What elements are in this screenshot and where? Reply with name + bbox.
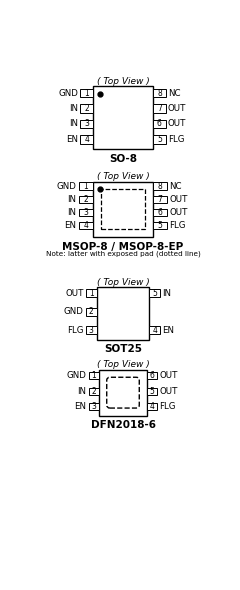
Text: OUT: OUT bbox=[159, 386, 178, 396]
Bar bbox=[80, 120, 93, 128]
Bar bbox=[86, 308, 97, 316]
Text: EN: EN bbox=[65, 221, 77, 230]
Bar bbox=[153, 209, 167, 217]
Bar bbox=[80, 104, 93, 113]
Text: SO-8: SO-8 bbox=[109, 154, 137, 164]
Text: FLG: FLG bbox=[169, 221, 186, 230]
Text: OUT: OUT bbox=[169, 208, 188, 217]
Bar bbox=[86, 326, 97, 334]
Bar bbox=[89, 403, 99, 410]
Text: NC: NC bbox=[168, 88, 180, 97]
Text: IN: IN bbox=[69, 104, 78, 113]
Bar bbox=[86, 290, 97, 297]
Text: 2: 2 bbox=[84, 195, 88, 204]
Text: ( Top View ): ( Top View ) bbox=[97, 360, 149, 369]
Text: 3: 3 bbox=[91, 402, 96, 411]
Bar bbox=[149, 290, 160, 297]
Text: GND: GND bbox=[57, 182, 77, 191]
Text: GND: GND bbox=[64, 307, 84, 316]
Bar bbox=[153, 89, 166, 97]
Text: 2: 2 bbox=[89, 307, 94, 316]
Bar bbox=[79, 195, 93, 203]
Text: 4: 4 bbox=[84, 135, 89, 144]
Bar bbox=[79, 182, 93, 190]
Text: 2: 2 bbox=[92, 386, 96, 396]
Text: IN: IN bbox=[78, 386, 87, 396]
Bar bbox=[153, 195, 167, 203]
Bar bbox=[153, 135, 166, 143]
Bar bbox=[89, 388, 99, 395]
Text: OUT: OUT bbox=[168, 104, 186, 113]
Text: 5: 5 bbox=[150, 386, 155, 396]
Text: ( Top View ): ( Top View ) bbox=[97, 278, 149, 287]
Text: GND: GND bbox=[58, 88, 78, 97]
Bar bbox=[153, 182, 167, 190]
Text: ( Top View ): ( Top View ) bbox=[97, 172, 149, 182]
Text: 1: 1 bbox=[84, 88, 89, 97]
Text: 4: 4 bbox=[152, 326, 157, 335]
Bar bbox=[80, 89, 93, 97]
Bar bbox=[93, 182, 153, 237]
Text: 3: 3 bbox=[83, 208, 88, 217]
Bar bbox=[79, 222, 93, 230]
Text: 5: 5 bbox=[158, 221, 163, 230]
Text: 7: 7 bbox=[158, 195, 163, 204]
Bar bbox=[80, 135, 93, 143]
Bar bbox=[99, 369, 147, 416]
Text: OUT: OUT bbox=[169, 195, 188, 204]
Text: 4: 4 bbox=[150, 402, 155, 411]
Text: IN: IN bbox=[69, 119, 78, 129]
Text: 1: 1 bbox=[92, 371, 96, 380]
Bar bbox=[89, 372, 99, 379]
Text: 5: 5 bbox=[157, 135, 162, 144]
Bar bbox=[147, 388, 157, 395]
Text: OUT: OUT bbox=[159, 371, 178, 380]
Text: Note: latter with exposed pad (dotted line): Note: latter with exposed pad (dotted li… bbox=[46, 250, 200, 257]
Text: EN: EN bbox=[162, 326, 174, 335]
Text: FLG: FLG bbox=[67, 326, 84, 335]
Bar bbox=[153, 222, 167, 230]
Text: FLG: FLG bbox=[168, 135, 185, 144]
Text: EN: EN bbox=[66, 135, 78, 144]
Text: IN: IN bbox=[162, 289, 172, 298]
Bar bbox=[147, 372, 157, 379]
Text: OUT: OUT bbox=[168, 119, 186, 129]
Text: IN: IN bbox=[67, 208, 77, 217]
Bar bbox=[79, 209, 93, 217]
Text: MSOP-8 / MSOP-8-EP: MSOP-8 / MSOP-8-EP bbox=[62, 242, 184, 252]
Bar bbox=[101, 189, 145, 230]
Text: 1: 1 bbox=[84, 182, 88, 191]
Bar bbox=[149, 326, 160, 334]
Text: FLG: FLG bbox=[159, 402, 176, 411]
Bar bbox=[153, 120, 166, 128]
Text: 1: 1 bbox=[89, 289, 94, 298]
Text: 8: 8 bbox=[157, 88, 162, 97]
Text: 6: 6 bbox=[158, 208, 163, 217]
Text: 8: 8 bbox=[158, 182, 162, 191]
Text: GND: GND bbox=[67, 371, 87, 380]
Bar bbox=[97, 287, 149, 339]
Text: DFN2018-6: DFN2018-6 bbox=[90, 421, 156, 430]
Text: 5: 5 bbox=[152, 289, 157, 298]
Text: 6: 6 bbox=[150, 371, 155, 380]
Text: 3: 3 bbox=[84, 119, 89, 129]
Text: 6: 6 bbox=[157, 119, 162, 129]
Bar bbox=[147, 403, 157, 410]
Text: 2: 2 bbox=[84, 104, 89, 113]
Text: IN: IN bbox=[67, 195, 77, 204]
Text: EN: EN bbox=[75, 402, 87, 411]
Text: NC: NC bbox=[169, 182, 182, 191]
Text: 7: 7 bbox=[157, 104, 162, 113]
Text: 4: 4 bbox=[83, 221, 88, 230]
Text: SOT25: SOT25 bbox=[104, 344, 142, 354]
Bar bbox=[93, 86, 153, 149]
Bar bbox=[153, 104, 166, 113]
Text: ( Top View ): ( Top View ) bbox=[97, 77, 149, 86]
Text: 3: 3 bbox=[89, 326, 94, 335]
Text: OUT: OUT bbox=[65, 289, 84, 298]
